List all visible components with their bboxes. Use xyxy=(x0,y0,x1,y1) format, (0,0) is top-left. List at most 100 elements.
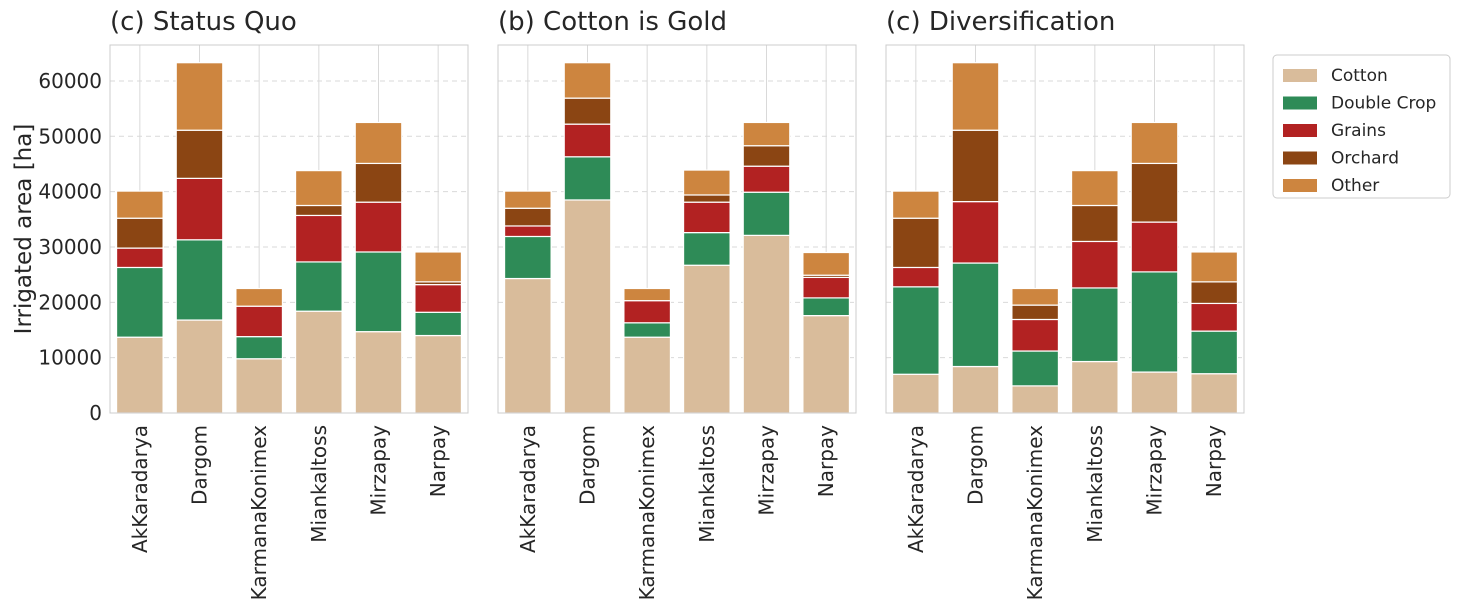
bar-grains xyxy=(503,225,552,238)
legend: Cotton Double Crop Grains Orchard Other xyxy=(1272,54,1451,199)
bar-double-crop xyxy=(802,297,851,317)
bar-cotton xyxy=(235,358,284,414)
bar-cotton xyxy=(414,334,463,414)
bar-other xyxy=(1190,251,1239,283)
bar-double-crop xyxy=(294,261,343,312)
bar-other xyxy=(294,170,343,207)
legend-box xyxy=(1272,54,1451,199)
bar-cotton xyxy=(1070,360,1119,414)
x-tick-label: AkKaradarya xyxy=(128,425,152,553)
bar-other xyxy=(623,287,672,302)
legend-swatch-other xyxy=(1283,179,1317,192)
legend-label: Orchard xyxy=(1331,149,1399,169)
x-tick-label: KarmanaKonimex xyxy=(1023,425,1047,601)
legend-swatch-double-crop xyxy=(1283,96,1317,110)
bar-grains xyxy=(1070,240,1119,289)
y-tick-label: 20000 xyxy=(38,290,102,314)
bar-cotton xyxy=(503,277,552,414)
bar-double-crop xyxy=(682,231,731,266)
bar-cotton xyxy=(1011,385,1060,414)
bar-other xyxy=(682,169,731,196)
x-tick-label: Narpay xyxy=(814,425,838,497)
bar-grains xyxy=(682,201,731,234)
bar-orchard xyxy=(1011,304,1060,321)
y-tick-label: 50000 xyxy=(38,124,102,148)
bar-cotton xyxy=(802,315,851,414)
bar-grains xyxy=(235,305,284,338)
x-tick-label: AkKaradarya xyxy=(516,425,540,553)
bar-double-crop xyxy=(235,336,284,360)
bar-double-crop xyxy=(623,322,672,338)
legend-label: Double Crop xyxy=(1331,94,1436,114)
bar-orchard xyxy=(503,207,552,227)
x-tick-label: AkKaradarya xyxy=(904,425,928,553)
bar-grains xyxy=(1130,221,1179,273)
x-tick-label: Miankaltoss xyxy=(1083,425,1107,543)
bar-orchard xyxy=(951,129,1000,203)
bar-double-crop xyxy=(891,286,940,375)
y-tick-label: 60000 xyxy=(38,69,102,93)
bar-cotton xyxy=(891,373,940,414)
bar-double-crop xyxy=(1070,287,1119,363)
x-tick-label: KarmanaKonimex xyxy=(247,425,271,601)
legend-swatch-cotton xyxy=(1283,69,1317,82)
plot-frame xyxy=(885,44,1245,414)
x-tick-label: Miankaltoss xyxy=(307,425,331,543)
bar-cotton xyxy=(175,319,224,414)
bar-cotton xyxy=(294,310,343,414)
bar-other xyxy=(563,62,612,99)
bar-double-crop xyxy=(175,239,224,321)
bar-orchard xyxy=(682,194,731,203)
bar-other xyxy=(414,251,463,283)
bar-double-crop xyxy=(115,266,164,338)
bar-double-crop xyxy=(742,191,791,236)
bar-other xyxy=(354,121,403,165)
panel-2: (b) Cotton is Gold AkKaradarya Dargom Karma… xyxy=(497,7,857,600)
x-tick-label: Mirzapay xyxy=(1143,425,1167,516)
bar-double-crop xyxy=(1130,271,1179,373)
bar-orchard xyxy=(115,217,164,249)
panel-title: (c) Diversification xyxy=(886,7,1115,37)
y-tick-label: 30000 xyxy=(38,235,102,259)
plot-frame xyxy=(497,44,857,414)
bar-grains xyxy=(115,247,164,269)
bar-orchard xyxy=(354,162,403,203)
x-tick-label: Narpay xyxy=(426,425,450,497)
plot-area xyxy=(110,45,468,413)
panel-3: (c) Diversification AkKaradarya Dargom Karm… xyxy=(885,7,1245,601)
legend-label: Grains xyxy=(1331,121,1386,141)
bar-grains xyxy=(175,177,224,241)
bar-orchard xyxy=(891,217,940,269)
legend-label: Other xyxy=(1331,176,1379,196)
bar-grains xyxy=(623,300,672,324)
bar-cotton xyxy=(742,234,791,414)
y-axis-label: Irrigated area [ha] xyxy=(11,124,37,335)
panel-1: (c) Status Quo AkKaradarya Dargom KarmanaKo… xyxy=(38,7,469,601)
bar-other xyxy=(742,121,791,147)
y-tick-label: 10000 xyxy=(38,346,102,370)
bar-orchard xyxy=(742,145,791,167)
bar-cotton xyxy=(682,264,731,414)
x-tick-label: Mirzapay xyxy=(755,425,779,516)
bar-other xyxy=(951,62,1000,131)
bar-orchard xyxy=(175,129,224,179)
bar-cotton xyxy=(951,365,1000,414)
bar-grains xyxy=(742,165,791,193)
bar-orchard xyxy=(563,97,612,125)
bar-orchard xyxy=(1130,162,1179,223)
bar-grains xyxy=(802,276,851,299)
bar-other xyxy=(891,190,940,219)
bar-orchard xyxy=(1190,281,1239,305)
bar-grains xyxy=(414,284,463,313)
bar-other xyxy=(1011,287,1060,306)
bar-other xyxy=(175,62,224,131)
panel-title: (c) Status Quo xyxy=(110,7,297,37)
y-tick-label: 0 xyxy=(89,401,102,425)
bar-double-crop xyxy=(414,311,463,337)
bar-grains xyxy=(1190,302,1239,332)
plot-area xyxy=(498,45,856,413)
bar-grains xyxy=(563,123,612,158)
x-tick-label: Dargom xyxy=(964,425,988,505)
